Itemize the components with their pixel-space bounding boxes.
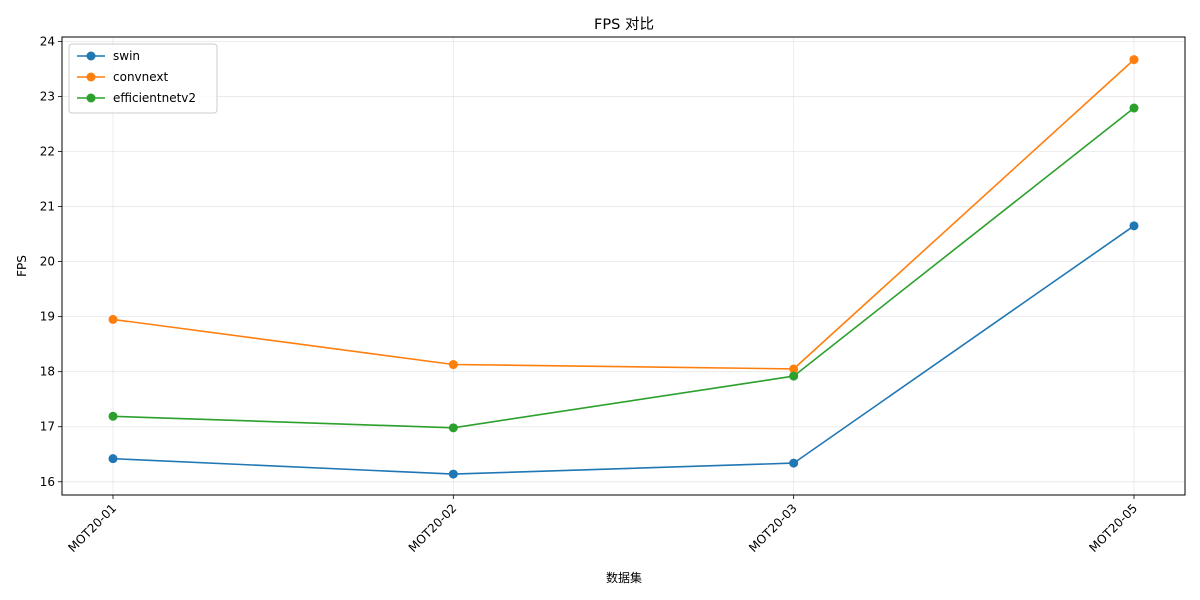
y-tick-label: 24 bbox=[40, 34, 55, 48]
x-axis-label: 数据集 bbox=[606, 570, 642, 585]
legend-label-swin: swin bbox=[113, 49, 140, 63]
chart-title: FPS 对比 bbox=[594, 16, 654, 33]
y-tick-label: 18 bbox=[40, 365, 55, 379]
series-lines bbox=[112, 59, 1135, 475]
legend-marker-efficientnetv2 bbox=[86, 93, 96, 103]
data-point-convnext bbox=[108, 314, 118, 324]
y-tick-label: 23 bbox=[40, 89, 55, 103]
series-line-efficientnetv2 bbox=[112, 107, 1135, 429]
series-points bbox=[108, 55, 1139, 479]
legend: swin convnext efficientnetv2 bbox=[68, 43, 218, 114]
plot-frame bbox=[61, 36, 1186, 496]
data-point-swin bbox=[1129, 221, 1139, 231]
legend-box bbox=[68, 43, 218, 114]
data-point-efficientnetv2 bbox=[108, 411, 118, 421]
y-tick-label: 22 bbox=[40, 145, 55, 159]
data-point-swin bbox=[448, 469, 458, 479]
y-tick-label: 19 bbox=[40, 310, 55, 324]
data-point-convnext bbox=[448, 360, 458, 370]
legend-label-efficientnetv2: efficientnetv2 bbox=[113, 91, 196, 105]
data-point-convnext bbox=[1129, 55, 1139, 65]
y-tick-label: 17 bbox=[40, 420, 55, 434]
legend-marker-convnext bbox=[86, 72, 96, 82]
legend-marker-swin bbox=[86, 51, 96, 61]
y-axis-label: FPS bbox=[15, 255, 29, 277]
data-point-swin bbox=[789, 458, 799, 468]
y-tick-label: 21 bbox=[40, 200, 55, 214]
data-point-convnext bbox=[789, 364, 799, 374]
y-tick-label: 20 bbox=[40, 255, 55, 269]
series-line-swin bbox=[112, 225, 1135, 475]
y-axis-ticks: 16 17 18 19 20 21 22 23 24 bbox=[40, 34, 62, 489]
legend-label-convnext: convnext bbox=[113, 70, 169, 84]
data-point-efficientnetv2 bbox=[448, 423, 458, 433]
y-tick-label: 16 bbox=[40, 475, 55, 489]
data-point-efficientnetv2 bbox=[1129, 103, 1139, 113]
series-line-convnext bbox=[112, 59, 1135, 370]
grid-lines bbox=[62, 37, 1185, 495]
data-point-efficientnetv2 bbox=[789, 371, 799, 381]
data-point-swin bbox=[108, 454, 118, 464]
